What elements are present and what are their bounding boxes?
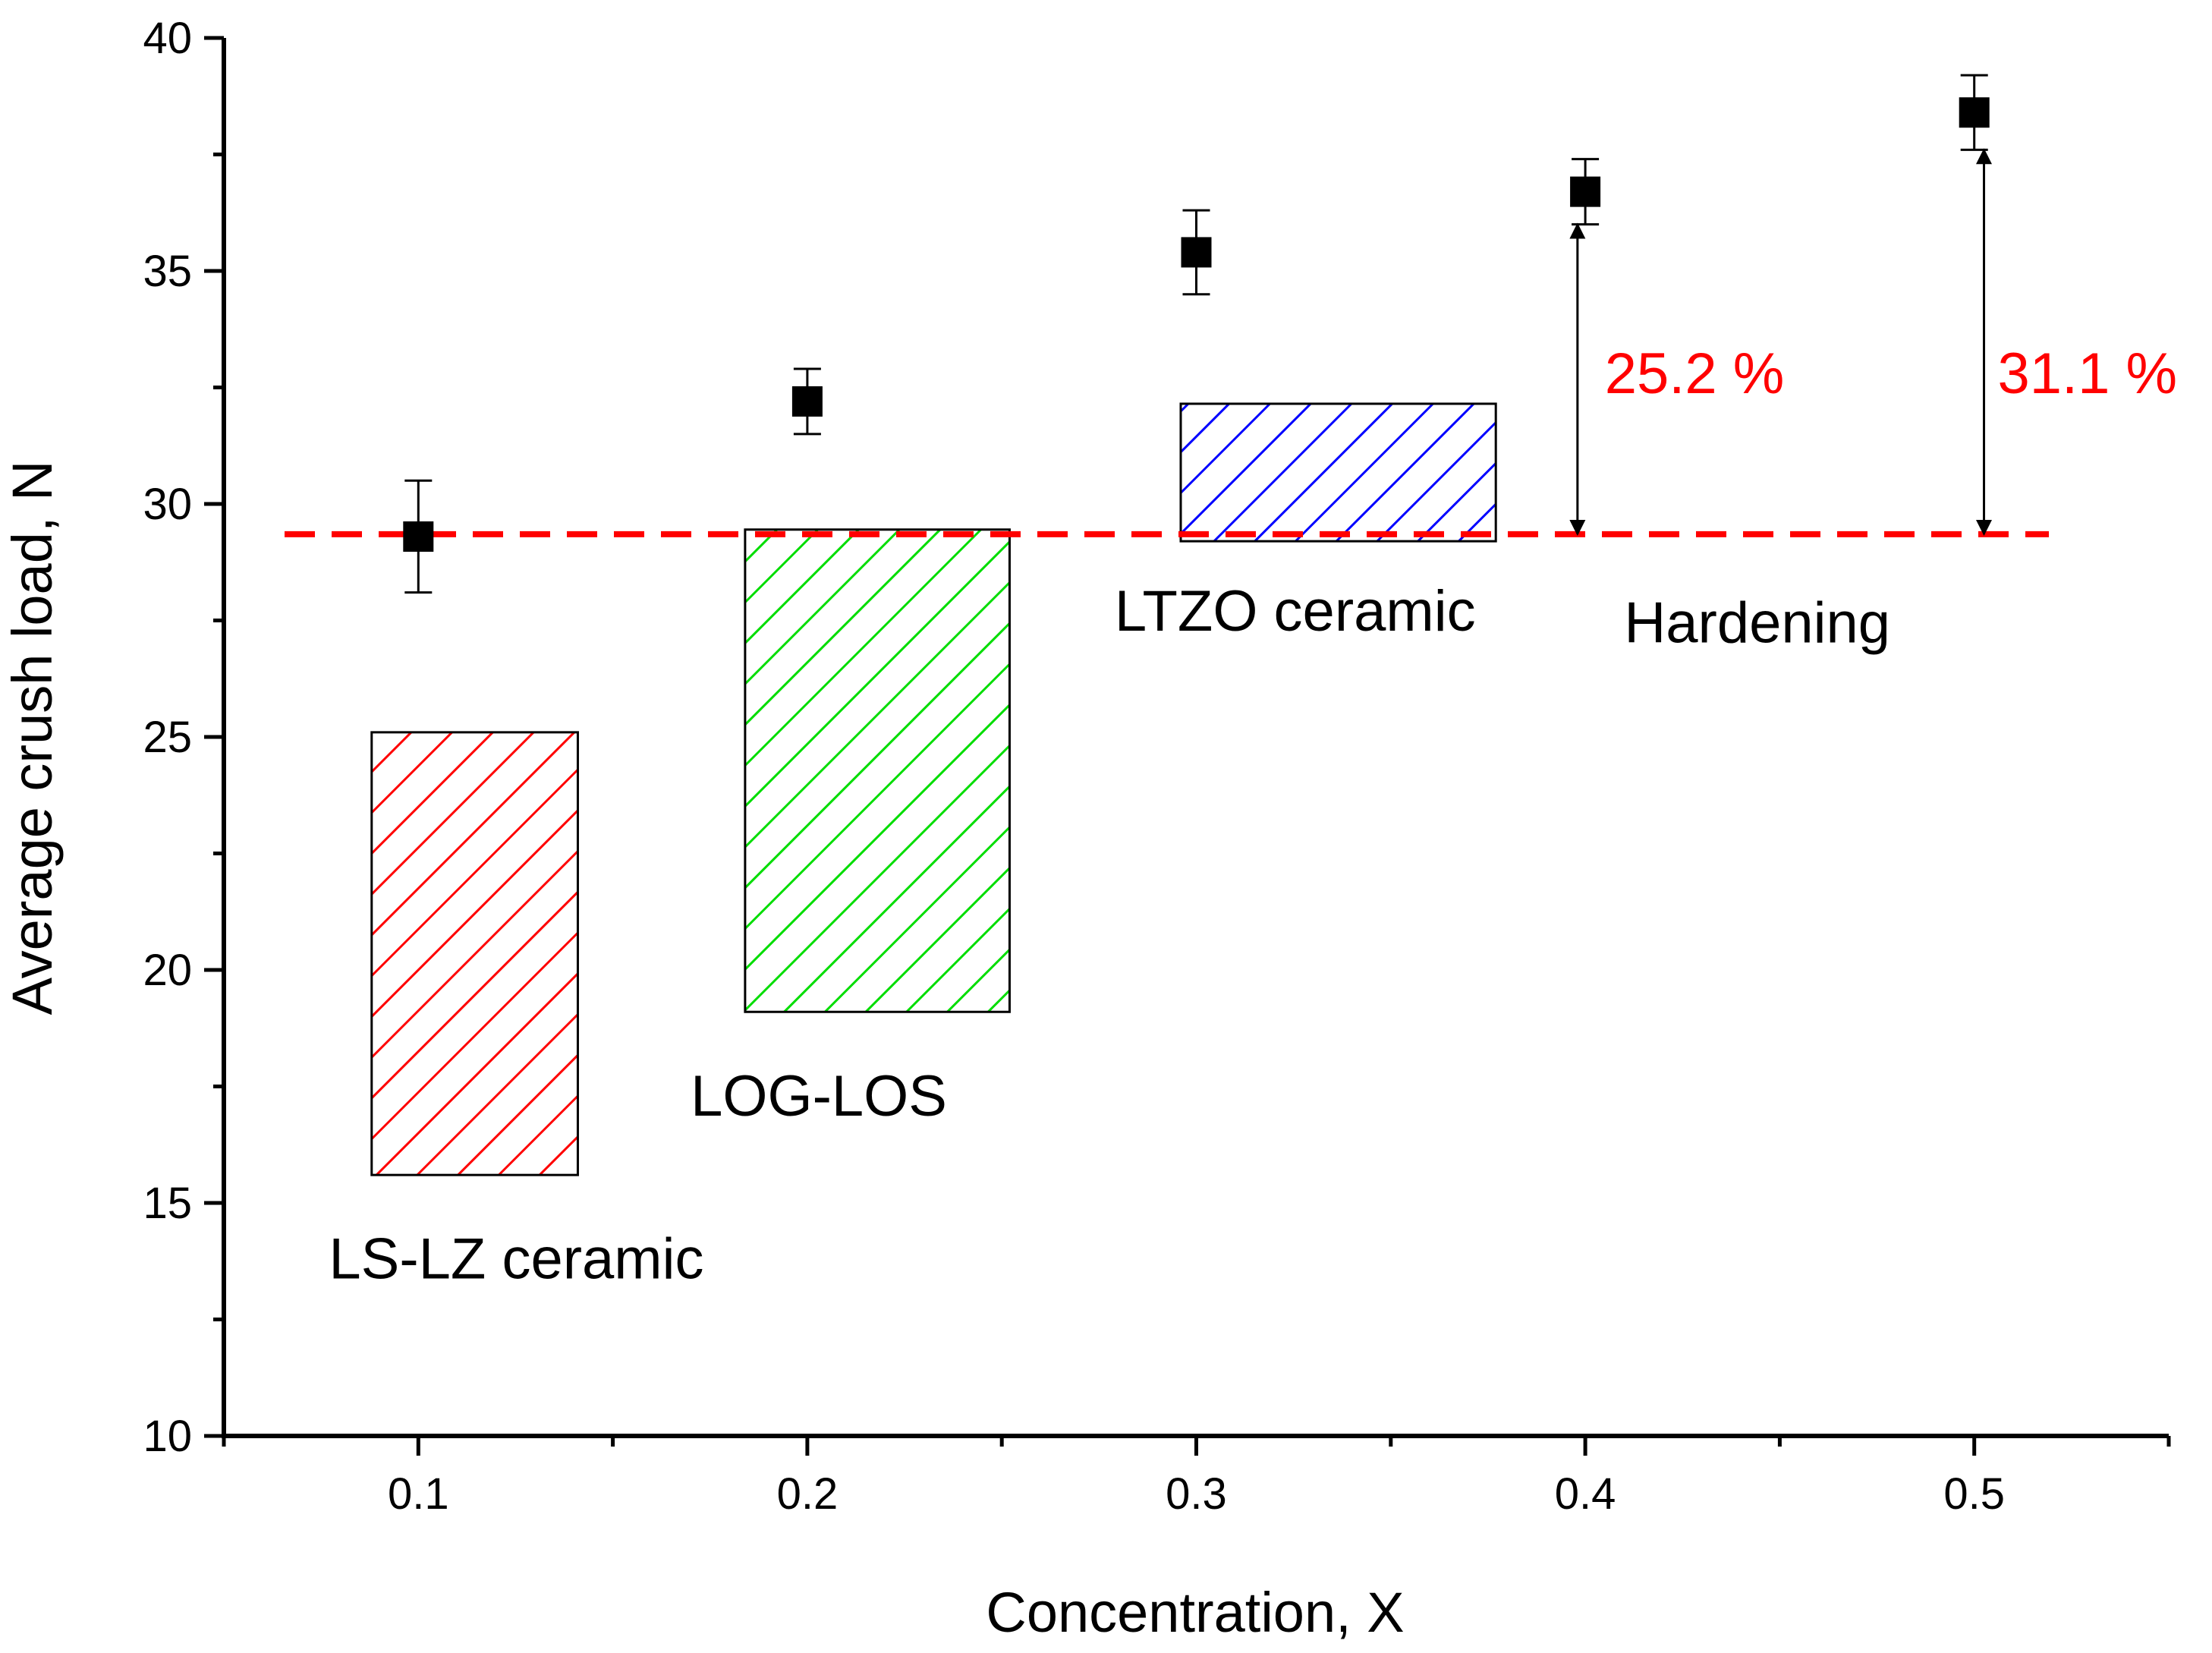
range-box-1	[744, 528, 1011, 1013]
annotation-pct-04: 25.2 %	[1605, 342, 1785, 406]
x-tick-label: 0.1	[388, 1469, 449, 1519]
y-axis-title: Average crush load, N	[1, 461, 64, 1015]
x-tick-label: 0.4	[1555, 1469, 1616, 1519]
x-axis-title: Concentration, X	[986, 1581, 1404, 1644]
range-label-0: LS-LZ ceramic	[329, 1227, 703, 1292]
range-box-0	[370, 731, 579, 1176]
x-tick-label: 0.2	[777, 1469, 839, 1519]
annotations: Hardening 25.2 % 31.1 %	[1605, 342, 2177, 655]
data-points	[403, 74, 1990, 594]
range-label-2: LTZO ceramic	[1115, 579, 1476, 644]
data-point-1	[791, 386, 823, 417]
data-point-0	[403, 521, 434, 552]
x-tick-label: 0.3	[1166, 1469, 1227, 1519]
y-tick-label: 15	[143, 1179, 192, 1228]
annotation-arrows	[1569, 148, 1993, 537]
y-tick-label: 30	[143, 480, 192, 529]
ticks: 0.1 0.2 0.3 0.4 0.5 10 15 20 25 30 35 40	[143, 14, 2171, 1519]
x-tick-label: 0.5	[1943, 1469, 2005, 1519]
y-tick-label: 10	[143, 1412, 192, 1461]
reference-ranges: LS-LZ ceramic LOG-LOS LTZO ceramic	[329, 402, 1497, 1292]
data-point-4	[1959, 97, 1990, 128]
range-box-2	[1179, 402, 1497, 543]
data-point-2	[1181, 237, 1212, 268]
data-point-3	[1570, 176, 1601, 207]
annotation-hardening: Hardening	[1624, 591, 1890, 656]
y-tick-label: 20	[143, 946, 192, 995]
y-tick-label: 40	[143, 14, 192, 63]
range-label-1: LOG-LOS	[691, 1064, 947, 1129]
y-tick-label: 35	[143, 247, 192, 296]
y-tick-label: 25	[143, 713, 192, 762]
annotation-pct-05: 31.1 %	[1997, 342, 2177, 406]
